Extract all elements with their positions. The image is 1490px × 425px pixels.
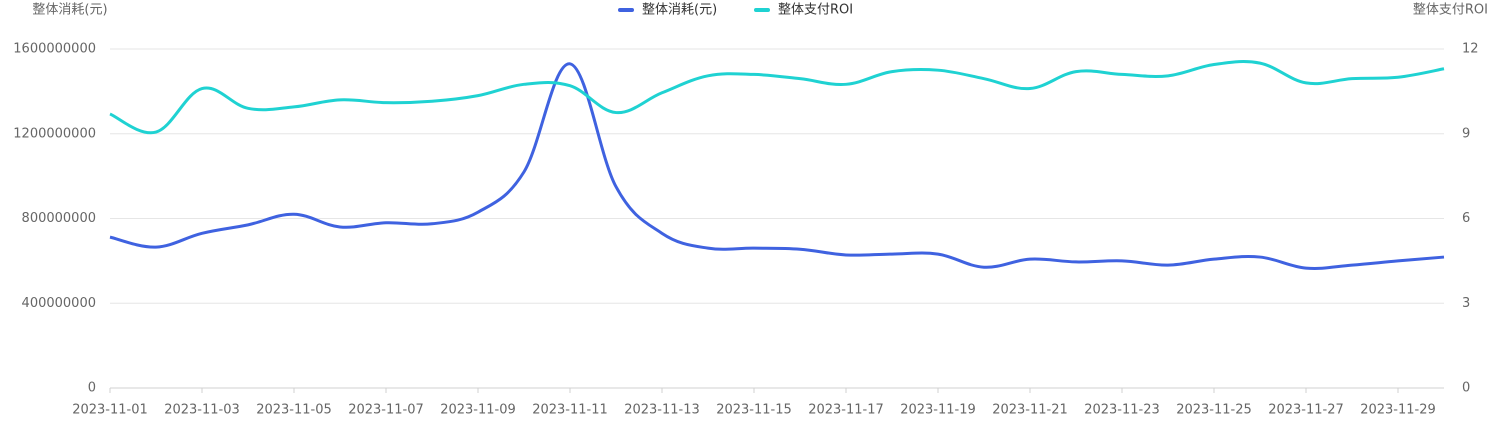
- legend-label: 整体消耗(元): [642, 3, 717, 18]
- y-tick-label: 1600000000: [13, 42, 96, 57]
- x-tick-label: 2023-11-13: [624, 403, 700, 418]
- y2-tick-label: 12: [1462, 42, 1479, 57]
- series-line: [109, 62, 1445, 270]
- legend-item: 整体支付ROI: [754, 3, 853, 18]
- y2-tick-label: 6: [1462, 211, 1470, 226]
- series-line: [109, 60, 1445, 135]
- legend-label: 整体支付ROI: [778, 3, 853, 18]
- y2-tick-label: 9: [1462, 126, 1470, 141]
- x-tick-label: 2023-11-19: [900, 403, 976, 418]
- x-tick-label: 2023-11-11: [532, 403, 608, 418]
- x-tick-label: 2023-11-29: [1360, 403, 1436, 418]
- y-tick-label: 0: [88, 381, 96, 396]
- x-tick-label: 2023-11-05: [256, 403, 332, 418]
- x-tick-label: 2023-11-03: [164, 403, 240, 418]
- x-tick-label: 2023-11-23: [1084, 403, 1160, 418]
- x-tick-label: 2023-11-09: [440, 403, 516, 418]
- y2-tick-label: 0: [1462, 381, 1470, 396]
- x-tick-label: 2023-11-21: [992, 403, 1068, 418]
- x-tick-label: 2023-11-17: [808, 403, 884, 418]
- y-axis-title: 整体消耗(元): [32, 3, 107, 18]
- x-tick-label: 2023-11-27: [1268, 403, 1344, 418]
- y-tick-label: 1200000000: [13, 126, 96, 141]
- y2-tick-label: 3: [1462, 296, 1470, 311]
- x-tick-label: 2023-11-01: [72, 403, 148, 418]
- y-tick-label: 800000000: [22, 211, 96, 226]
- y2-axis-title: 整体支付ROI: [1413, 3, 1488, 18]
- x-tick-label: 2023-11-25: [1176, 403, 1252, 418]
- legend-item: 整体消耗(元): [618, 3, 717, 18]
- x-tick-label: 2023-11-15: [716, 403, 792, 418]
- y-tick-label: 400000000: [22, 296, 96, 311]
- x-tick-label: 2023-11-07: [348, 403, 424, 418]
